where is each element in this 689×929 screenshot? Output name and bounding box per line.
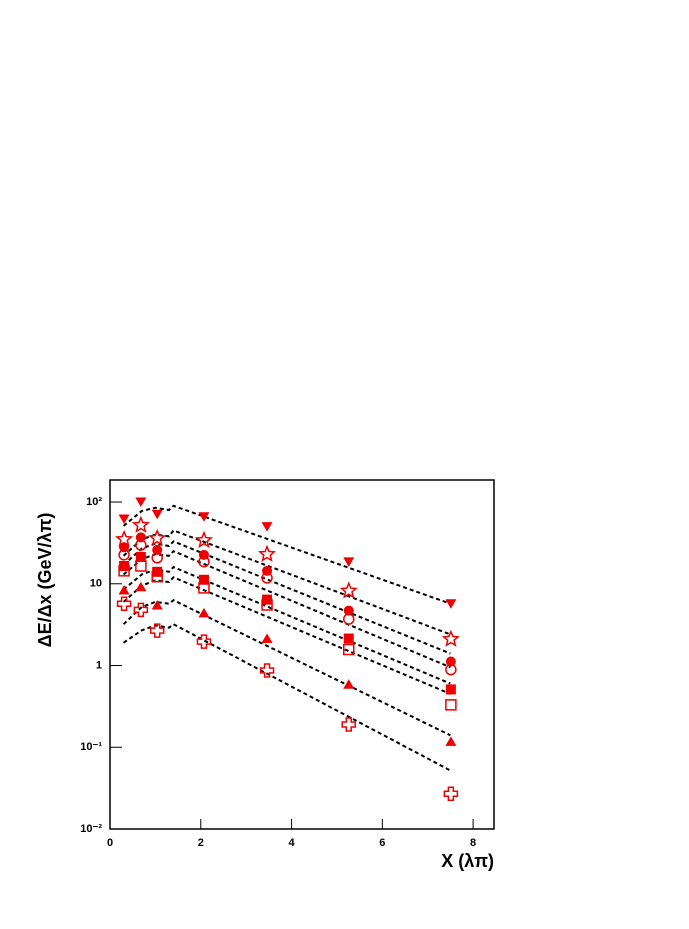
x-tick-label: 4 xyxy=(288,837,295,849)
x-tick-label: 2 xyxy=(198,837,204,849)
marker xyxy=(151,552,163,564)
marker xyxy=(135,551,146,562)
marker xyxy=(133,602,149,618)
marker xyxy=(194,530,213,548)
x-axis-label: X (λπ) xyxy=(441,851,494,871)
marker xyxy=(198,582,210,594)
marker xyxy=(443,786,459,801)
marker xyxy=(261,599,273,611)
marker xyxy=(198,574,209,585)
marker xyxy=(118,549,130,561)
marker xyxy=(135,560,147,572)
fit-curve xyxy=(122,540,451,655)
fit-curve xyxy=(122,599,451,737)
marker xyxy=(198,555,210,568)
marker xyxy=(258,544,277,562)
x-tick-label: 6 xyxy=(379,837,385,849)
x-tick-label: 0 xyxy=(107,837,113,849)
y-tick-label: 10⁻¹ xyxy=(80,741,102,753)
marker xyxy=(116,596,132,611)
marker xyxy=(198,607,210,618)
marker xyxy=(343,557,355,567)
y-tick-label: 1 xyxy=(96,659,102,671)
marker xyxy=(445,663,457,676)
y-axis-label: ΔE/Δx (GeV/λπ) xyxy=(35,513,55,648)
marker xyxy=(135,581,147,592)
marker xyxy=(343,613,355,625)
y-tick-label: 10² xyxy=(86,496,102,508)
marker xyxy=(341,717,357,732)
x-tick-label: 8 xyxy=(470,837,476,849)
marker xyxy=(339,581,358,599)
fit-curve xyxy=(123,623,451,772)
marker xyxy=(261,572,273,584)
marker xyxy=(135,539,147,551)
marker xyxy=(196,634,212,649)
marker xyxy=(118,565,130,577)
marker xyxy=(259,663,275,678)
marker xyxy=(343,633,354,644)
marker xyxy=(135,532,146,543)
marker xyxy=(261,633,273,644)
marker xyxy=(445,599,457,609)
marker xyxy=(445,684,456,695)
marker xyxy=(343,605,354,616)
plot-frame xyxy=(109,479,495,830)
marker xyxy=(441,629,460,647)
marker xyxy=(343,679,355,689)
marker xyxy=(151,509,163,520)
marker xyxy=(261,522,273,532)
fit-curve xyxy=(122,576,451,695)
fit-curve xyxy=(122,504,451,605)
marker xyxy=(343,643,355,656)
marker xyxy=(118,584,130,595)
marker xyxy=(445,699,457,711)
marker xyxy=(445,656,456,667)
marker xyxy=(151,599,163,610)
marker xyxy=(152,544,163,555)
marker xyxy=(151,570,163,583)
marker xyxy=(148,528,167,546)
y-tick-label: 10 xyxy=(90,578,102,590)
y-tick-label: 10⁻² xyxy=(80,823,102,835)
marker xyxy=(149,623,165,638)
marker xyxy=(131,515,150,533)
marker xyxy=(135,497,147,508)
marker xyxy=(198,512,210,522)
marker xyxy=(445,736,457,746)
marker xyxy=(118,514,130,525)
